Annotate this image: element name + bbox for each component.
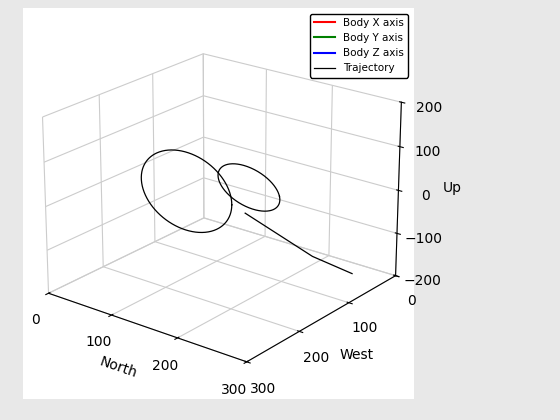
Legend: Body X axis, Body Y axis, Body Z axis, Trajectory: Body X axis, Body Y axis, Body Z axis, T…	[310, 13, 408, 78]
Y-axis label: West: West	[340, 348, 374, 362]
X-axis label: North: North	[97, 355, 139, 381]
